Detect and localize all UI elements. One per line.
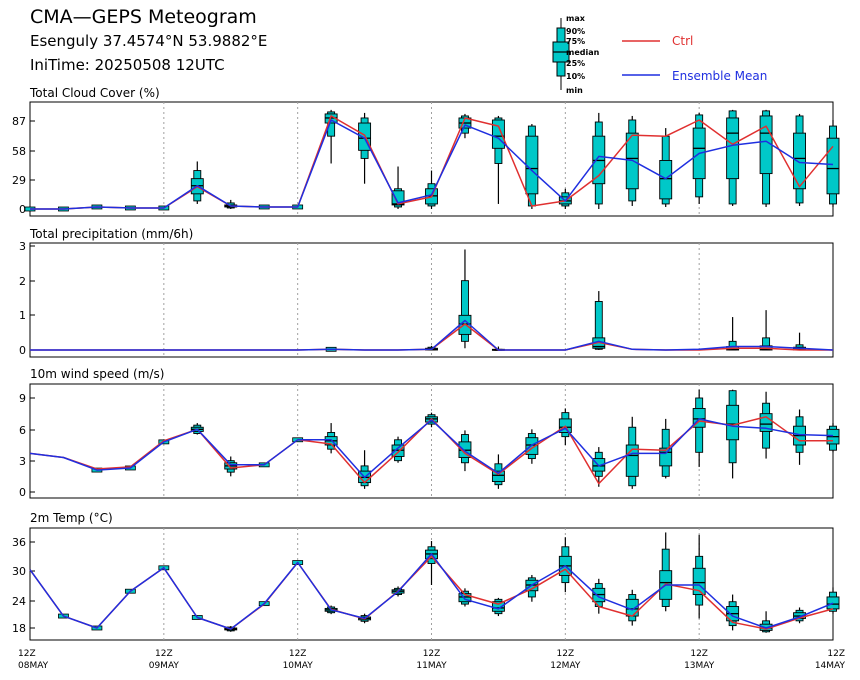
y-tick-label: 9 bbox=[19, 392, 26, 405]
box-p25-p75 bbox=[826, 596, 840, 610]
legend-label-median: median bbox=[566, 48, 600, 57]
box-plot bbox=[425, 541, 438, 585]
x-tick-hour: 12Z bbox=[18, 649, 36, 659]
legend-ctrl-label: Ctrl bbox=[672, 34, 693, 48]
box-plot bbox=[525, 429, 539, 464]
box-plot bbox=[793, 113, 806, 206]
box-plot bbox=[224, 456, 238, 477]
box-plot bbox=[592, 447, 606, 487]
panel-1: Total Cloud Cover (%) 0 29 58 87 bbox=[12, 86, 840, 217]
box-p25-p75 bbox=[491, 470, 505, 483]
x-tick-date: 11MAY bbox=[416, 661, 447, 671]
y-tick-label: 3 bbox=[19, 455, 26, 468]
box-plot bbox=[826, 423, 840, 453]
panel-title: 10m wind speed (m/s) bbox=[30, 367, 164, 381]
panel-2: Total precipitation (mm/6h) 0 1 2 3 bbox=[19, 227, 834, 358]
box-plot bbox=[826, 119, 840, 207]
y-tick-label: 58 bbox=[12, 145, 26, 158]
box-p10-p90 bbox=[594, 301, 603, 350]
y-tick-label: 18 bbox=[12, 622, 26, 635]
box-plot bbox=[425, 170, 438, 209]
legend-label-90pct: 90% bbox=[566, 27, 585, 36]
box-p10-p90 bbox=[461, 280, 469, 342]
box-p25-p75 bbox=[826, 137, 840, 195]
y-tick-label: 1 bbox=[19, 309, 26, 322]
x-tick-date: 08MAY bbox=[18, 661, 49, 671]
y-tick-label: 0 bbox=[19, 486, 26, 499]
init-time-label: IniTime: 20250508 12UTC bbox=[30, 56, 225, 74]
chart-title: CMA—GEPS Meteogram bbox=[30, 6, 257, 28]
x-tick-hour: 12Z bbox=[827, 649, 845, 659]
ctrl-series-line bbox=[29, 416, 833, 485]
box-plot bbox=[391, 436, 405, 463]
box-plot bbox=[659, 128, 673, 207]
box-plot bbox=[726, 317, 740, 351]
box-plot bbox=[659, 532, 673, 612]
legend-label-75pct: 75% bbox=[566, 37, 585, 46]
box-plot bbox=[759, 310, 773, 351]
x-tick-hour: 12Z bbox=[690, 649, 708, 659]
y-tick-label: 0 bbox=[19, 344, 26, 357]
box-p25-p75 bbox=[491, 119, 505, 149]
x-tick-date: 10MAY bbox=[283, 661, 314, 671]
box-p25-p75 bbox=[759, 115, 773, 175]
location-label: Esenguly 37.4574°N 53.9882°E bbox=[30, 32, 268, 50]
legend-label-25pct: 25% bbox=[566, 59, 585, 68]
box-p25-p75 bbox=[525, 135, 539, 195]
mean-series-line bbox=[29, 418, 834, 479]
mean-series-line bbox=[30, 319, 834, 351]
legend-label-min: min bbox=[566, 86, 583, 95]
box-plot bbox=[726, 389, 740, 479]
box-plot bbox=[726, 109, 740, 206]
legend: max 90%75% median 25% 10% min Ctrl Ensemble Mea… bbox=[552, 14, 767, 95]
panel-4: 2m Temp (°C) 18 24 30 36 bbox=[12, 511, 840, 641]
box-p25-p75 bbox=[726, 117, 740, 180]
y-tick-label: 36 bbox=[12, 536, 26, 549]
x-axis: 12Z 08MAY 12Z 09MAY 12Z 10MAY 12Z 11MAY 12Z 12MAY… bbox=[18, 649, 845, 671]
y-tick-label: 30 bbox=[12, 565, 26, 578]
panel-title: Total Cloud Cover (%) bbox=[29, 86, 160, 100]
x-tick-date: 13MAY bbox=[684, 661, 715, 671]
box-plot bbox=[458, 588, 472, 607]
box-plot bbox=[190, 161, 204, 204]
y-tick-label: 87 bbox=[12, 115, 26, 128]
panel-3: 10m wind speed (m/s) 0 3 6 9 bbox=[19, 367, 840, 499]
x-tick-hour: 12Z bbox=[289, 649, 307, 659]
box-plot bbox=[692, 112, 706, 204]
x-tick-hour: 12Z bbox=[423, 649, 441, 659]
y-tick-label: 29 bbox=[12, 174, 26, 187]
x-tick-date: 09MAY bbox=[149, 661, 180, 671]
box-plot bbox=[692, 389, 706, 467]
box-p25-p75 bbox=[659, 159, 673, 200]
box-p25-p75 bbox=[793, 132, 806, 190]
box-plot bbox=[759, 391, 773, 459]
x-tick-date: 14MAY bbox=[815, 661, 846, 671]
box-plot bbox=[224, 199, 238, 209]
mean-series-line bbox=[29, 553, 834, 630]
box-plot bbox=[558, 537, 572, 593]
x-tick-hour: 12Z bbox=[557, 649, 575, 659]
box-plot bbox=[358, 112, 372, 184]
box-plot bbox=[491, 115, 505, 204]
legend-label-max: max bbox=[566, 14, 586, 23]
y-tick-label: 6 bbox=[19, 424, 26, 437]
x-tick-date: 12MAY bbox=[550, 661, 581, 671]
x-tick-hour: 12Z bbox=[155, 649, 173, 659]
box-plot bbox=[558, 188, 572, 209]
legend-mean-label: Ensemble Mean bbox=[672, 69, 767, 83]
box-plot bbox=[692, 534, 706, 619]
box-plot bbox=[759, 109, 773, 207]
legend-label-10pct: 10% bbox=[566, 72, 585, 81]
y-tick-label: 24 bbox=[12, 595, 26, 608]
y-tick-label: 3 bbox=[19, 240, 26, 253]
box-p25-p75 bbox=[726, 404, 740, 441]
panel-title: Total precipitation (mm/6h) bbox=[29, 227, 193, 241]
box-plot bbox=[458, 249, 472, 349]
y-tick-label: 2 bbox=[19, 275, 26, 288]
y-tick-label: 0 bbox=[19, 203, 26, 216]
panel-title: 2m Temp (°C) bbox=[30, 511, 113, 525]
mean-series-line bbox=[30, 119, 834, 210]
